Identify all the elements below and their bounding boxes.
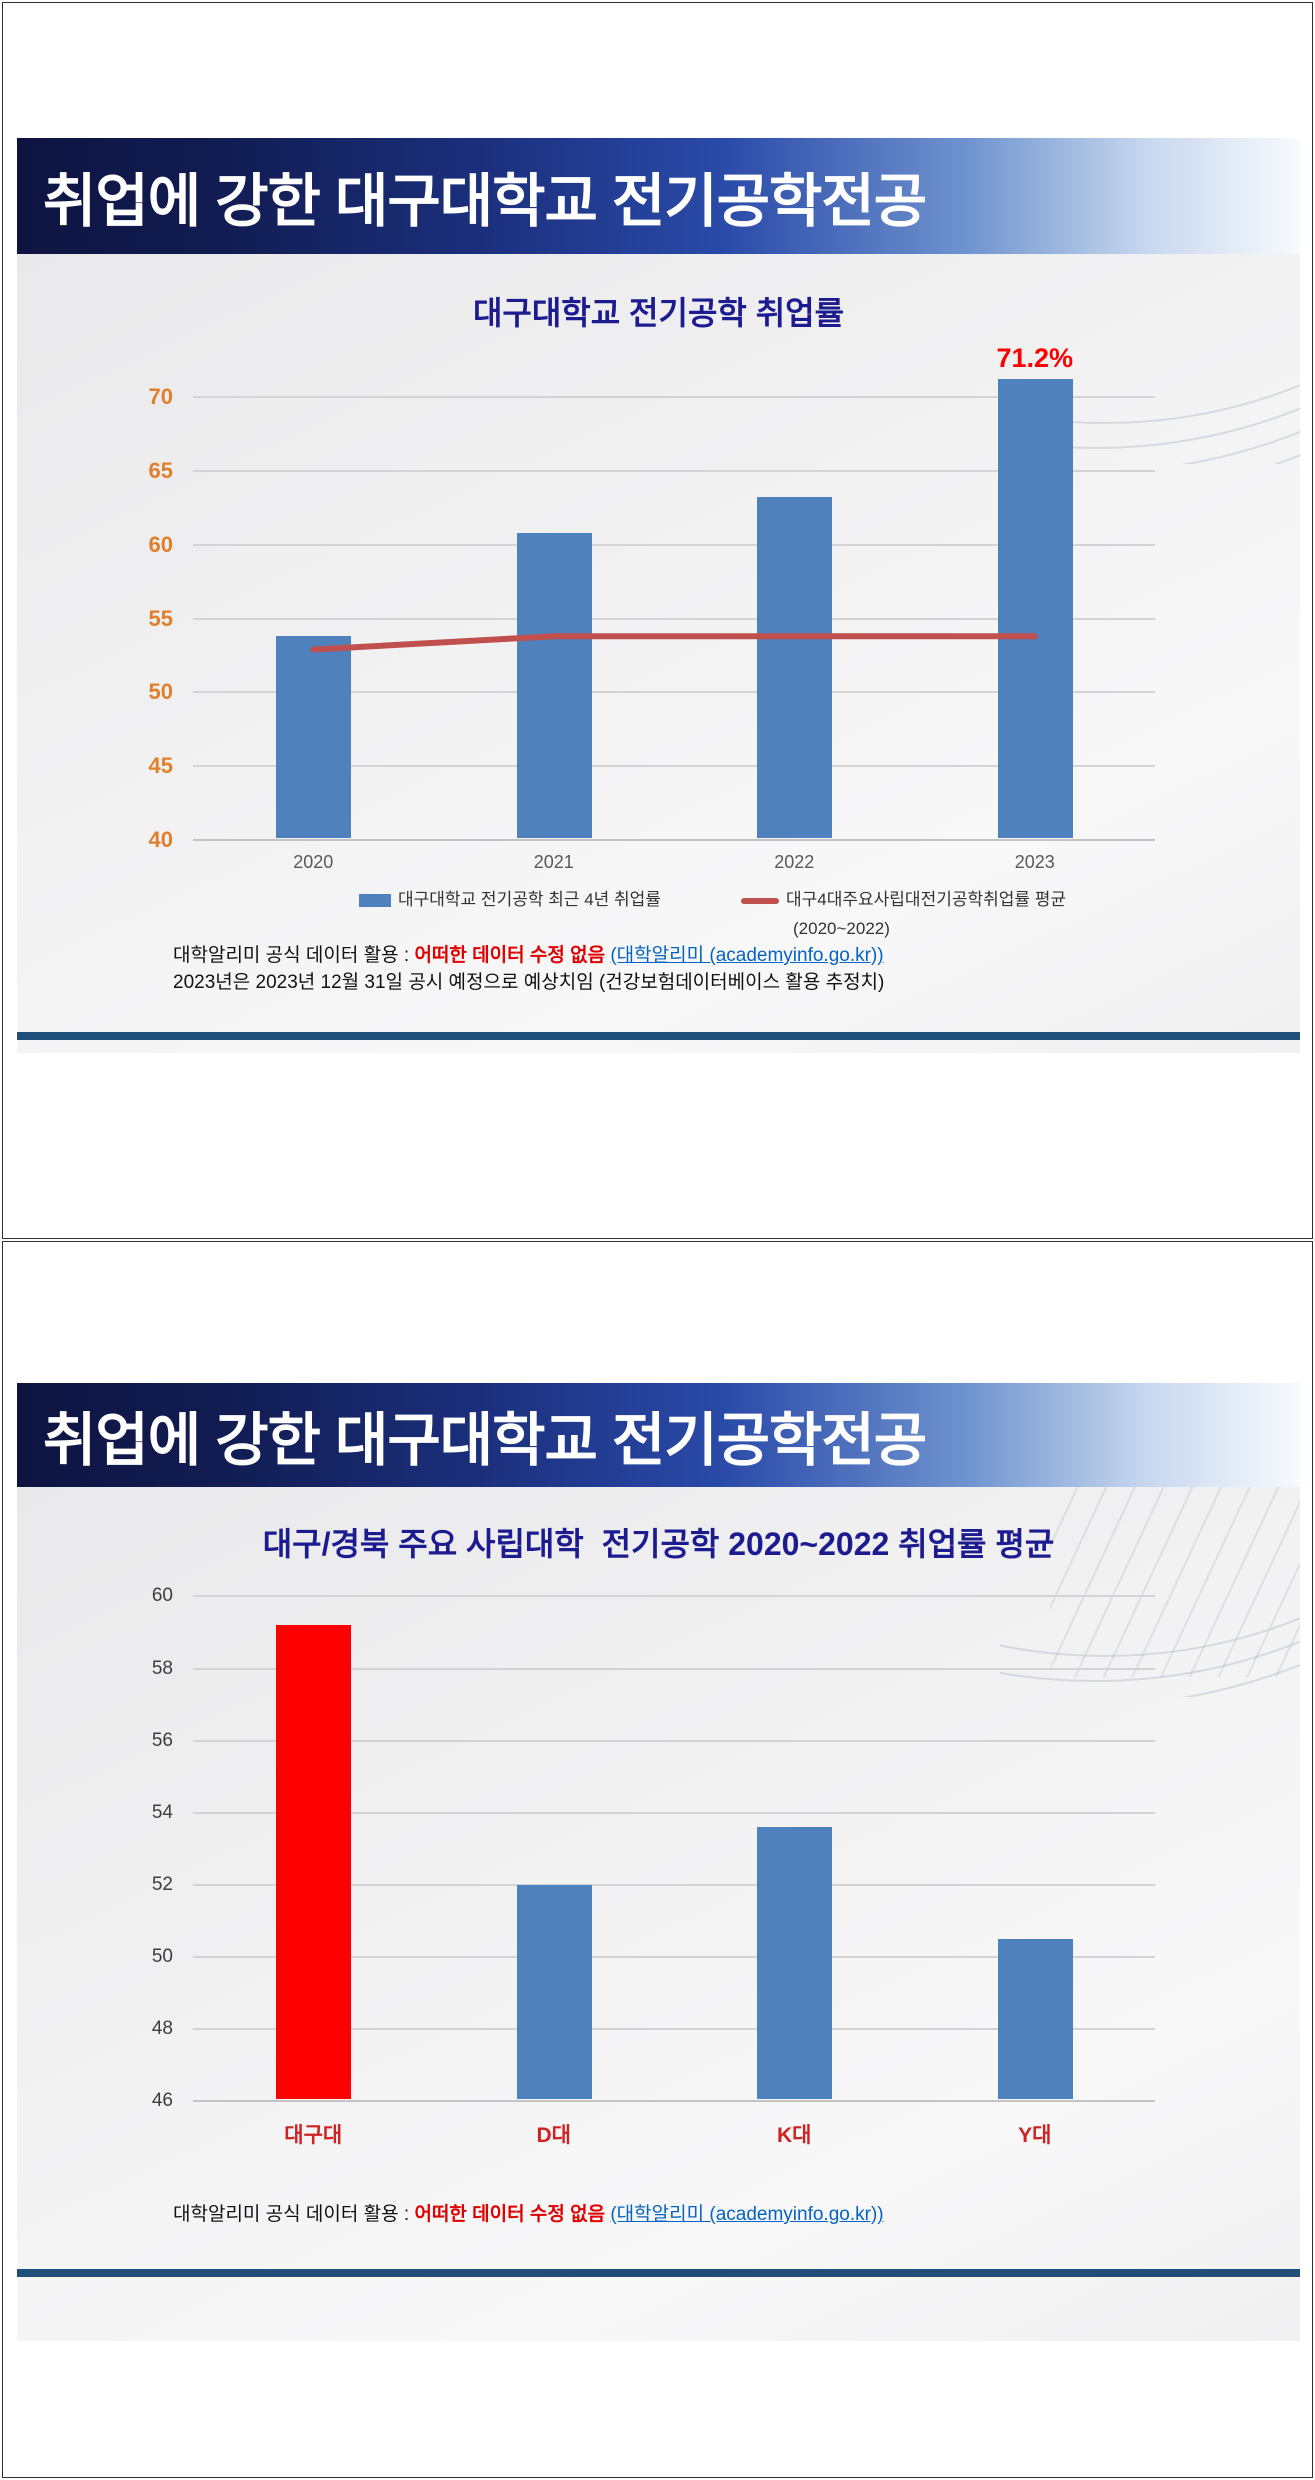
gridline — [193, 1955, 1155, 1958]
slide-page-1: 취업에 강한 대구대학교 전기공학전공 대구대학교 전기공학 취업률 40 45 5… — [2, 2, 1313, 1239]
slide1-header-banner: 취업에 강한 대구대학교 전기공학전공 — [17, 138, 1300, 254]
data-bar — [516, 532, 592, 838]
slide1-content-area: 대구대학교 전기공학 취업률 40 45 50 55 60 65 70 2020 2021 202… — [17, 254, 1300, 1053]
gridline — [193, 543, 1155, 546]
data-bar — [276, 636, 352, 838]
x-axis-tick-label: 대구대 — [284, 2124, 343, 2147]
bar-value-annotation: 71.2% — [996, 343, 1074, 374]
chart1-title: 대구대학교 전기공학 취업률 — [472, 295, 845, 331]
footnote-line-1: 대학알리미 공식 데이터 활용 : 어떠한 데이터 수정 없음 (대학알리미 (… — [173, 2204, 884, 2225]
y-axis-tick-label: 70 — [148, 384, 173, 409]
chart1-plot-area: 40 45 50 55 60 65 70 2020 2021 2022 2023 71.2% — [149, 343, 1155, 872]
gridline — [193, 1595, 1155, 1598]
y-axis-tick-label: 50 — [148, 679, 173, 705]
academyinfo-link[interactable]: (대학알리미 (academyinfo.go.kr)) — [610, 2204, 884, 2225]
chart2-footnote: 대학알리미 공식 데이터 활용 : 어떠한 데이터 수정 없음 (대학알리미 (… — [173, 2201, 884, 2228]
gridline — [193, 1811, 1155, 1814]
slide2-header-banner: 취업에 강한 대구대학교 전기공학전공 — [17, 1383, 1300, 1487]
gridline — [193, 839, 1155, 841]
data-bar — [997, 379, 1073, 838]
x-axis-tick-label: K대 — [777, 2124, 812, 2147]
chart2-plot-area: 46 48 50 52 54 56 58 60 대구대 D대 K대 Y대 — [152, 1582, 1155, 2147]
data-bar — [757, 497, 833, 838]
gridline — [193, 469, 1155, 472]
y-axis-tick-label: 60 — [151, 1585, 173, 1607]
chart1-legend-line-entry: 대구4대주요사립대전기공학취업률 평균 (2020~2022) — [741, 885, 1066, 939]
gridline — [193, 2100, 1155, 2102]
chart1-legend-bar-entry: 대구대학교 전기공학 최근 4년 취업률 — [359, 885, 661, 910]
y-axis-tick-label: 55 — [148, 605, 173, 631]
gridline — [193, 691, 1155, 694]
gridline — [193, 1739, 1155, 1742]
slide-page-2: 취업에 강한 대구대학교 전기공학전공 대구/경북 주요 사립대학 전기공학 2… — [2, 1241, 1313, 2478]
y-axis-tick-label: 46 — [151, 2090, 173, 2111]
x-axis-tick-label: 2021 — [533, 852, 574, 872]
footnote-highlight: 어떠한 데이터 수정 없음 — [414, 945, 606, 966]
gridline — [193, 765, 1155, 768]
y-axis-tick-label: 48 — [151, 2017, 173, 2039]
x-axis-tick-label: 2020 — [293, 852, 334, 872]
data-bar — [276, 1625, 352, 2099]
x-axis-tick-label: Y대 — [1018, 2124, 1052, 2147]
legend-line-sublabel: (2020~2022) — [793, 919, 890, 938]
gridline — [193, 617, 1155, 620]
legend-bar-swatch — [359, 894, 391, 908]
slide1-header-title: 취업에 강한 대구대학교 전기공학전공 — [43, 169, 927, 234]
y-axis-tick-label: 50 — [151, 1945, 173, 1967]
average-line-series — [310, 633, 1038, 653]
x-axis-tick-label: 2023 — [1014, 852, 1055, 872]
gridline — [193, 1667, 1155, 1670]
slide2-bottom-divider-bar — [17, 2269, 1300, 2277]
y-axis-tick-label: 40 — [148, 827, 173, 852]
legend-line-label: 대구4대주요사립대전기공학취업률 평균 — [786, 890, 1067, 909]
legend-line-swatch — [741, 897, 779, 904]
y-axis-tick-label: 65 — [148, 457, 173, 483]
chart1-footnote: 대학알리미 공식 데이터 활용 : 어떠한 데이터 수정 없음 (대학알리미 (… — [173, 942, 884, 996]
chart2-title: 대구/경북 주요 사립대학 전기공학 2020~2022 취업률 평균 — [262, 1526, 1055, 1562]
slide1-bottom-divider-bar — [17, 1032, 1300, 1040]
slide2-content-area: 대구/경북 주요 사립대학 전기공학 2020~2022 취업률 평균 46 48… — [17, 1487, 1300, 2341]
gridline — [193, 396, 1155, 398]
academyinfo-link[interactable]: (대학알리미 (academyinfo.go.kr)) — [610, 945, 884, 966]
y-axis-tick-label: 60 — [148, 531, 173, 557]
data-bar — [757, 1827, 833, 2099]
y-axis-tick-label: 45 — [148, 753, 173, 779]
footnote-line-1: 대학알리미 공식 데이터 활용 : 어떠한 데이터 수정 없음 (대학알리미 (… — [173, 945, 884, 966]
y-axis-tick-label: 56 — [151, 1729, 173, 1751]
data-bar — [997, 1938, 1073, 2099]
legend-bar-label: 대구대학교 전기공학 최근 4년 취업률 — [398, 890, 661, 909]
y-axis-tick-label: 54 — [151, 1801, 173, 1823]
gridline — [193, 1883, 1155, 1886]
data-bar — [516, 1884, 592, 2099]
y-axis-tick-label: 52 — [151, 1873, 173, 1895]
y-axis-tick-label: 58 — [151, 1657, 173, 1679]
slide2-header-title: 취업에 강한 대구대학교 전기공학전공 — [43, 1408, 927, 1473]
footnote-highlight: 어떠한 데이터 수정 없음 — [414, 2204, 606, 2225]
gridline — [193, 2027, 1155, 2030]
x-axis-tick-label: 2022 — [774, 852, 815, 872]
footnote-line-2: 2023년은 2023년 12월 31일 공시 예정으로 예상치임 (건강보험데… — [173, 972, 885, 993]
x-axis-tick-label: D대 — [536, 2124, 572, 2147]
